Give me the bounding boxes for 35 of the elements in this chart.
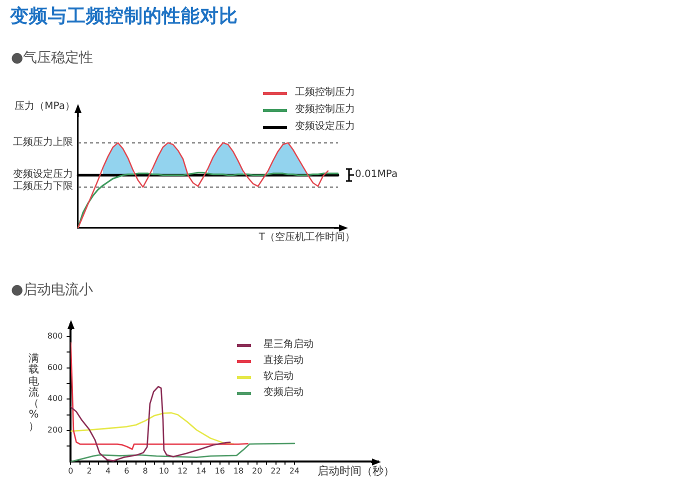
x-tick-label: 22 <box>270 466 281 476</box>
legend-label: 工频控制压力 <box>295 87 355 98</box>
legend-label: 软启动 <box>263 371 294 382</box>
legend-label: 星三角启动 <box>263 339 314 350</box>
x-tick-label: 8 <box>142 466 148 476</box>
x-tick-label: 4 <box>105 466 111 476</box>
text: 0.01MPa <box>355 169 398 180</box>
x-tick-label: 24 <box>289 466 300 476</box>
x-axis-title: T（空压机工作时间） <box>258 232 355 242</box>
x-axis-title: 启动时间（秒） <box>317 464 394 478</box>
x-tick-label: 16 <box>214 466 225 476</box>
x-tick-label: 10 <box>158 466 170 476</box>
chart-subtitle: ●气压稳定性 <box>11 50 94 66</box>
legend-label: 变频控制压力 <box>295 104 355 115</box>
chart-title: ●启动电流小 <box>11 282 94 298</box>
x-tick-label: 6 <box>124 466 130 476</box>
y-axis-title: 满载电流（%） <box>28 352 40 432</box>
legend-label: 变频设定压力 <box>295 121 355 132</box>
x-tick-label: 14 <box>196 466 206 476</box>
ref-line-label: 工频压力下限 <box>13 181 73 192</box>
x-tick-label: 2 <box>86 466 92 476</box>
ref-line-label: 工频压力上限 <box>13 136 73 148</box>
y-tick-label: 800 <box>47 332 63 341</box>
y-tick-label: 600 <box>47 362 63 372</box>
x-tick-label: 0 <box>68 466 74 476</box>
chart-title: 变频与工频控制的性能对比 <box>10 6 238 27</box>
y-tick-label: 200 <box>47 425 63 434</box>
y-tick-label: 400 <box>47 394 63 404</box>
text: 变频设定压力 <box>13 169 73 180</box>
y-axis-title: 压力（MPa） <box>14 101 75 112</box>
x-tick-label: 20 <box>252 466 262 476</box>
x-tick-label: 18 <box>233 466 244 476</box>
x-tick-label: 12 <box>177 466 188 476</box>
legend-label: 直接启动 <box>263 355 304 366</box>
legend-label: 变频启动 <box>263 387 304 398</box>
